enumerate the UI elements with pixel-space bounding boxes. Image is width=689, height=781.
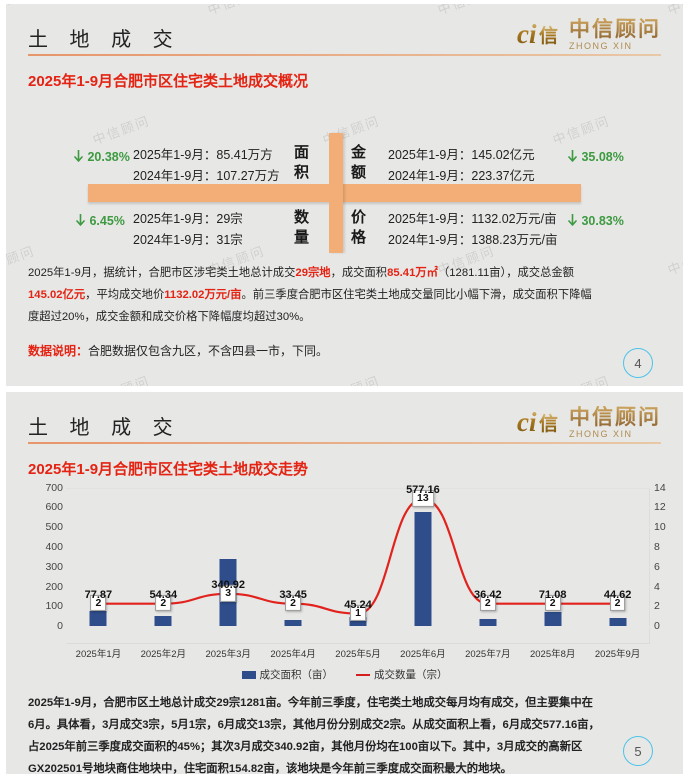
svg-text:ci: ci xyxy=(517,19,537,49)
svg-text:ci: ci xyxy=(517,407,537,437)
svg-text:信: 信 xyxy=(539,24,558,47)
svg-text:信: 信 xyxy=(539,412,558,435)
